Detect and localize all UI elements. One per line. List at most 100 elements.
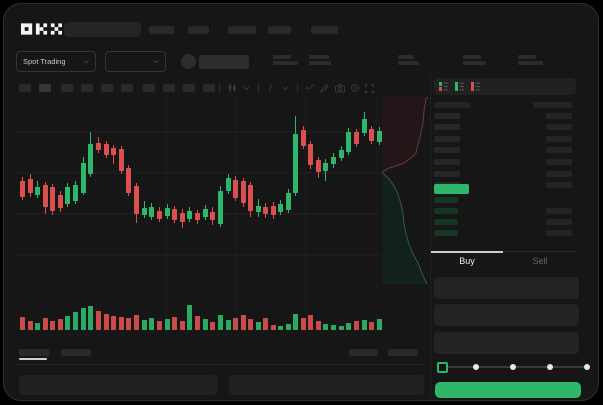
stat-block-4 [463,55,486,66]
tab-sell[interactable] [503,251,576,271]
timeframe-button-9[interactable] [183,84,195,92]
bid-row[interactable] [434,197,458,203]
annotate-pencil-icon[interactable] [318,82,331,94]
nav-item-placeholder-2[interactable] [188,26,209,34]
ask-row-amount[interactable] [546,124,572,130]
orderbook-mode-asks-icon[interactable] [470,81,481,92]
orderbook-header-amount [533,102,572,108]
ask-row-amount[interactable] [546,171,572,177]
stat-value-placeholder [463,61,486,65]
orderbook-view-modes [434,78,576,95]
app-window: Spot Trading ⌵ ⌵ ƒ [3,3,599,401]
bottom-panel-left [19,375,218,395]
amount-input[interactable] [434,304,579,326]
bottom-action-placeholder-2[interactable] [388,349,418,356]
timeframe-button-7[interactable] [143,84,155,92]
app-header [4,4,598,48]
chart-settings-gear-icon[interactable] [348,82,361,94]
stat-block-5 [518,55,543,66]
bid-row-amount[interactable] [546,208,572,214]
timeframe-row [4,84,215,92]
indicators-icon[interactable]: ƒ [267,83,273,93]
timeframe-button-5[interactable] [101,84,113,92]
stat-value-placeholder [518,61,543,65]
bid-row[interactable] [434,219,458,225]
fullscreen-expand-icon[interactable] [363,82,376,94]
timeframe-button-2[interactable] [39,84,51,92]
search-input[interactable] [64,22,141,37]
ask-row[interactable] [434,159,460,165]
nav-item-placeholder-5[interactable] [311,26,338,34]
ask-row-amount[interactable] [546,147,572,153]
bottom-tab-order-history[interactable] [61,349,91,356]
orderbook-mode-both-icon[interactable] [438,81,449,92]
total-input[interactable] [434,332,579,354]
timeframe-button-10[interactable] [203,84,215,92]
ask-row[interactable] [434,136,460,142]
ask-row-amount[interactable] [546,182,572,188]
stat-value-placeholder [309,61,331,65]
slider-handle[interactable] [437,362,448,373]
market-type-label: Spot Trading [23,57,66,66]
buy-submit-button[interactable] [435,382,581,398]
slider-step-dot[interactable] [510,364,516,370]
bid-row[interactable] [434,230,458,236]
timeframe-button-3[interactable] [61,84,73,92]
stat-value-placeholder [398,61,419,65]
chevron-down-icon[interactable] [240,82,253,94]
stat-label-placeholder [518,55,536,59]
timeframe-button-4[interactable] [81,84,93,92]
tab-buy-label[interactable]: Buy [459,256,475,266]
chevron-down-icon[interactable] [279,82,292,94]
bottom-divider [16,364,424,365]
stat-block-3 [398,55,419,66]
chevron-down-icon: ⌵ [83,58,89,65]
pair-selector-dropdown[interactable]: ⌵ [105,51,166,72]
okx-logo [21,23,62,35]
right-panel-divider [430,74,431,398]
chevron-down-icon: ⌵ [153,58,159,65]
nav-item-placeholder-1[interactable] [149,26,174,34]
ask-row[interactable] [434,124,460,130]
timeframe-button-6[interactable] [121,84,133,92]
price-input[interactable] [434,277,579,299]
stat-label-placeholder [273,55,291,59]
stat-block-2 [309,55,331,66]
slider-step-dot[interactable] [547,364,553,370]
screenshot-camera-icon[interactable] [333,82,346,94]
stat-label-placeholder [463,55,481,59]
bid-row[interactable] [434,208,458,214]
buy-sell-tabs [431,251,576,271]
bottom-action-placeholder-1[interactable] [349,349,378,356]
avatar[interactable] [181,54,196,69]
tab-buy[interactable] [431,251,503,271]
ask-row[interactable] [434,147,460,153]
last-price-pill[interactable] [434,184,469,194]
stat-value-placeholder [273,61,298,65]
market-type-dropdown[interactable]: Spot Trading ⌵ [16,51,96,72]
line-drawing-icon[interactable] [303,82,316,94]
ask-row-amount[interactable] [546,113,572,119]
ask-row-amount[interactable] [546,136,572,142]
account-button[interactable] [199,55,249,69]
ask-row[interactable] [434,113,460,119]
timeframe-button-1[interactable] [19,84,31,92]
orderbook-header-price [434,102,471,108]
bottom-tab-open-orders[interactable] [19,349,49,356]
candle-style-icon[interactable] [225,82,238,94]
tab-sell-label[interactable]: Sell [532,256,548,266]
nav-item-placeholder-4[interactable] [268,26,291,34]
nav-item-placeholder-3[interactable] [228,26,256,34]
ask-row-amount[interactable] [546,159,572,165]
bid-row-amount[interactable] [546,219,572,225]
timeframe-button-8[interactable] [163,84,175,92]
chart-toolbar-icons: ƒ [216,82,376,94]
slider-step-dot[interactable] [584,364,590,370]
candlestick-chart-canvas[interactable] [3,3,599,401]
orderbook-mode-bids-icon[interactable] [454,81,465,92]
stat-label-placeholder [309,55,329,59]
ask-row[interactable] [434,171,460,177]
bid-row-amount[interactable] [546,230,572,236]
slider-step-dot[interactable] [473,364,479,370]
stat-label-placeholder [398,55,414,59]
